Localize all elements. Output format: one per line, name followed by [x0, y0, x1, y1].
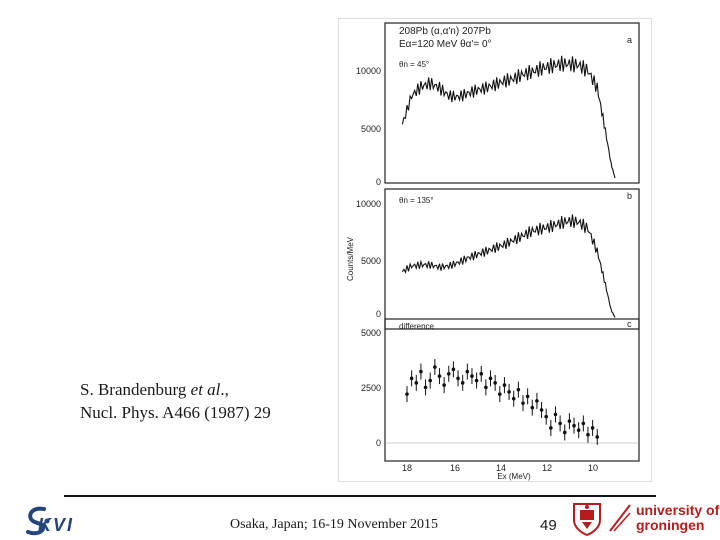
panel-c-xtick-12: 12	[542, 463, 552, 473]
panel-c-point	[521, 401, 525, 405]
page-number: 49	[540, 517, 557, 534]
panel-a-annotation: θn = 45°	[399, 60, 429, 69]
panel-c-point	[586, 432, 590, 437]
panel-c-point	[493, 381, 497, 385]
panel-c-point	[479, 372, 484, 376]
panel-c-point	[535, 399, 539, 403]
footer-event: Osaka, Japan; 16-19 November 2015	[230, 517, 439, 532]
spectra-figure: 208Pb (α,α'n) 207Pb Eα=120 MeV θα'= 0° θ…	[338, 18, 652, 482]
panel-b-ytick-10000: 10000	[356, 199, 381, 209]
panel-c-point	[562, 430, 567, 435]
rug-crest-icon	[573, 503, 601, 536]
panel-c-point	[446, 372, 451, 376]
panel-c-point	[507, 390, 511, 394]
panel-c-point	[553, 412, 558, 417]
rug-logo-text: university of groningen	[636, 503, 719, 533]
citation-authors: S. Brandenburg	[80, 380, 191, 399]
citation-line-1: S. Brandenburg et al.,	[80, 378, 271, 401]
panel-c-point	[428, 378, 432, 383]
panel-c-point	[433, 365, 437, 369]
panel-c-point	[511, 396, 516, 401]
panel-b-ytick-0: 0	[376, 309, 381, 319]
panel-a-spectrum-line	[401, 55, 616, 179]
panel-c-point	[539, 408, 544, 412]
kvi-logo-icon	[26, 506, 50, 536]
panel-c-point	[465, 369, 470, 374]
panel-c-point	[451, 367, 456, 372]
panel-c-point	[595, 435, 600, 439]
panel-c-point	[581, 421, 586, 426]
panel-c-point	[474, 378, 479, 383]
panel-c-point	[470, 374, 474, 378]
panel-c-point	[502, 383, 507, 387]
panel-a-ytick-5000: 5000	[361, 124, 381, 134]
panel-c-annotation: difference	[399, 322, 435, 331]
panel-a-title-1: 208Pb (α,α'n) 207Pb	[399, 26, 491, 37]
panel-c-point	[423, 385, 428, 390]
panel-c-point	[572, 423, 576, 428]
rug-logo-line-1: university of	[636, 502, 720, 518]
panel-c-point	[484, 385, 488, 390]
panel-a-frame	[384, 22, 640, 184]
citation-et-al: et al	[190, 380, 221, 399]
panel-c-point	[516, 387, 521, 392]
footer-divider	[64, 495, 656, 497]
panel-a-ytick-10000: 10000	[356, 66, 381, 76]
citation-suffix: .,	[220, 380, 229, 399]
panel-c-point	[498, 392, 502, 396]
panel-a-title-2: Eα=120 MeV θα'= 0°	[399, 39, 492, 50]
panel-c-point	[456, 376, 460, 381]
panel-a-letter: a	[627, 35, 632, 45]
panel-c-point	[405, 392, 409, 396]
panel-c-point	[488, 376, 493, 381]
panel-c-point	[525, 394, 530, 399]
panel-c-point	[460, 381, 465, 385]
panel-c-letter: c	[627, 319, 632, 329]
panel-b: θn = 135° b 10000 5000 0 Counts/MeV	[346, 188, 640, 330]
panel-b-ytick-5000: 5000	[361, 256, 381, 266]
panel-b-ylabel: Counts/MeV	[346, 236, 355, 281]
panel-c-xlabel: Ex (MeV)	[497, 472, 531, 481]
panel-b-annotation: θn = 135°	[399, 196, 434, 205]
panel-c-point	[549, 426, 553, 430]
panel-a: 208Pb (α,α'n) 207Pb Eα=120 MeV θα'= 0° θ…	[356, 22, 640, 187]
rug-divider-icon	[609, 504, 631, 532]
panel-c-xtick-10: 10	[588, 463, 598, 473]
panel-c-point	[530, 405, 535, 410]
citation-line-2: Nucl. Phys. A466 (1987) 29	[80, 403, 271, 422]
panel-a-ytick-0: 0	[376, 177, 381, 187]
panel-c: difference c 5000 2500 0 18 16 14 12 10 …	[361, 318, 640, 481]
panel-c-point	[567, 419, 572, 423]
panel-c-point	[576, 428, 581, 433]
panel-c-point	[442, 383, 446, 387]
panel-b-letter: b	[627, 191, 632, 201]
panel-c-xtick-14: 14	[496, 463, 506, 473]
panel-c-point	[590, 426, 595, 430]
panel-c-ytick-0: 0	[376, 438, 381, 448]
panel-c-points	[405, 359, 600, 445]
panel-c-ytick-5000: 5000	[361, 328, 381, 338]
panel-c-point	[437, 374, 442, 378]
panel-c-point	[419, 369, 423, 374]
panel-c-point	[544, 414, 548, 419]
rug-logo-line-2: groningen	[636, 517, 705, 533]
panel-c-frame	[384, 318, 640, 462]
panel-c-point	[414, 381, 419, 385]
spectra-figure-svg: 208Pb (α,α'n) 207Pb Eα=120 MeV θα'= 0° θ…	[346, 22, 640, 481]
citation: S. Brandenburg et al., Nucl. Phys. A466 …	[80, 378, 271, 424]
panel-c-point	[409, 376, 414, 381]
panel-b-spectrum-line	[401, 214, 616, 318]
panel-b-frame	[384, 188, 640, 330]
panel-c-point	[558, 421, 562, 426]
panel-c-xtick-16: 16	[450, 463, 460, 473]
panel-c-xtick-18: 18	[402, 463, 412, 473]
kvi-logo-text: KVI	[38, 515, 75, 535]
panel-c-ytick-2500: 2500	[361, 383, 381, 393]
